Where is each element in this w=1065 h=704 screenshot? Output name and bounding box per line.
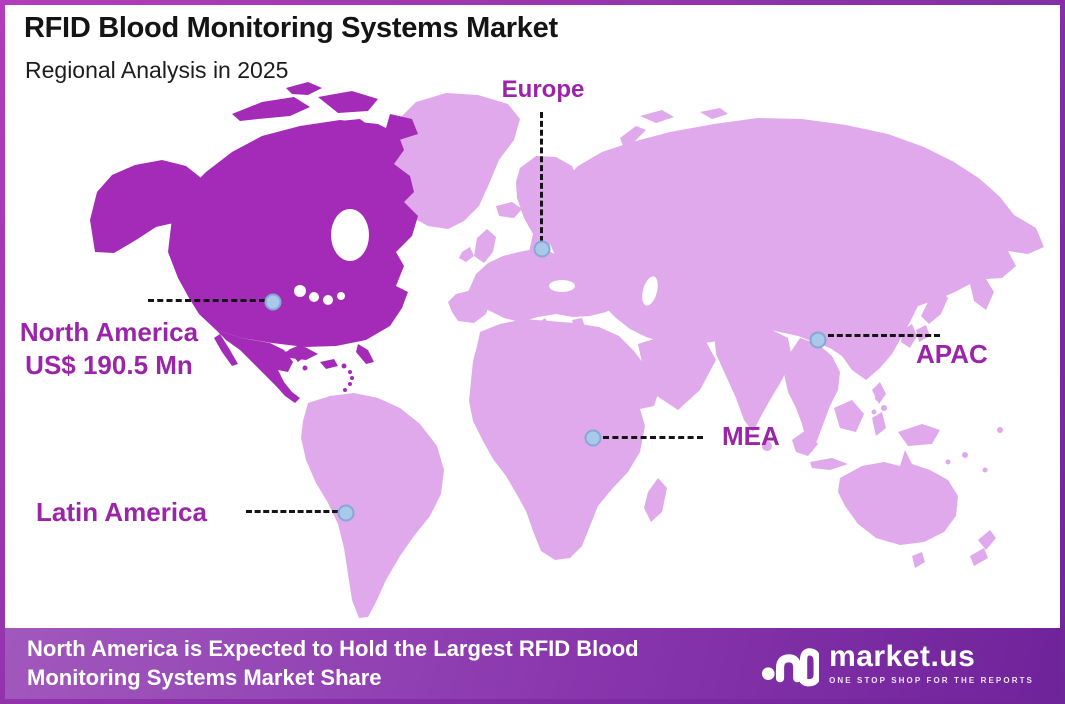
map-land-other-regions [301,93,1044,618]
connector-europe [540,112,543,242]
north-america-value: US$ 190.5 Mn [25,349,193,380]
label-mea: MEA [722,421,780,451]
marker-mea [584,429,602,447]
page-subtitle: Regional Analysis in 2025 [25,57,289,83]
marketus-logo-text: market.us ONE STOP SHOP FOR THE REPORTS [829,640,1034,686]
marker-apac [809,331,827,349]
marketus-logo-name: market.us [829,640,976,673]
marketus-logo-icon [761,635,821,692]
marker-europe [533,240,551,258]
footer-banner: North America is Expected to Hold the La… [5,628,1060,699]
label-apac: APAC [916,339,988,369]
marketus-logo-tagline: ONE STOP SHOP FOR THE REPORTS [829,676,1034,685]
connector-mea [603,436,703,439]
connector-apac [828,334,940,337]
marketus-logo[interactable]: market.us ONE STOP SHOP FOR THE REPORTS [761,635,1034,692]
marker-latin-america [337,504,355,522]
label-north-america: North America US$ 190.5 Mn [6,316,212,381]
north-america-name: North America [19,317,199,347]
map-water [294,209,658,306]
footer-headline: North America is Expected to Hold the La… [27,635,639,690]
connector-north-america [148,299,265,302]
marker-north-america [264,293,282,311]
map-region-north-america [90,82,418,403]
connector-latin-america [246,510,338,513]
label-europe: Europe [501,76,585,103]
label-latin-america: Latin America [36,497,207,527]
page-title: RFID Blood Monitoring Systems Market [24,12,558,44]
